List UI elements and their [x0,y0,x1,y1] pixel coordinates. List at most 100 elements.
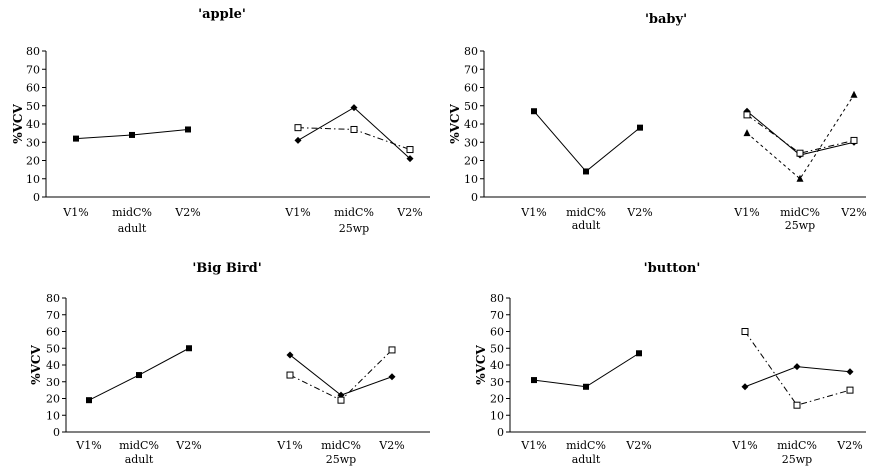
y-tick-label: 10 [490,409,504,422]
marker-filled-square [86,397,92,404]
y-tick-label: 80 [26,45,40,58]
y-tick-label: 20 [464,155,478,168]
marker-open-square [793,401,801,409]
x-tick-label: V1% [731,439,757,452]
series-line [746,110,855,156]
y-tick-label: 40 [490,359,504,372]
marker-filled-triangle [796,174,804,182]
marker-filled-diamond [350,104,358,112]
marker-open-square [741,328,749,335]
x-tick-label: V2% [836,439,862,452]
y-tick-label: 60 [46,326,60,339]
chart-panel: 'Big Bird' %VCV 0 10 20 30 40 50 60 70 80 V1% midC% V… [29,261,430,466]
marker-filled-square [129,131,135,138]
series-line [746,94,855,180]
marker-open-square [406,146,414,154]
marker-open-square [350,125,358,133]
marker-open-square [337,396,345,404]
marker-filled-square [636,350,642,357]
x-tick-label: V2% [626,206,652,219]
y-tick-label: 70 [46,309,60,322]
marker-filled-diamond [286,351,294,359]
y-tick-label: 0 [33,191,40,204]
group-label: 25wp [339,222,369,235]
y-tick-label: 60 [464,82,478,95]
y-tick-label: 30 [464,136,478,149]
marker-filled-diamond [741,383,749,391]
chart-panel: 'button' %VCV 0 10 20 30 40 50 60 70 80 V1% midC% V2%… [474,261,866,466]
y-tick-label: 80 [46,292,60,305]
y-tick-label: 0 [497,426,504,439]
chart-title: 'Big Bird' [192,261,261,276]
x-tick-label: midC% [566,439,606,452]
x-tick-label: V1% [733,206,759,219]
y-tick-label: 10 [26,173,40,186]
x-tick-label: V2% [175,439,201,452]
marker-open-square [796,149,804,157]
marker-open-square [743,111,751,119]
y-tick-label: 10 [46,409,60,422]
y-tick-label: 0 [471,191,478,204]
x-tick-label: V1% [75,439,101,452]
marker-filled-diamond [388,373,396,381]
y-tick-label: 40 [464,118,478,131]
y-tick-label: 50 [26,100,40,113]
chart-title: 'apple' [198,7,246,22]
x-tick-label: midC% [334,206,374,219]
y-axis-label: %VCV [448,104,462,144]
y-axis-label: %VCV [29,345,43,385]
marker-filled-triangle [850,90,858,98]
marker-open-square [388,346,396,354]
marker-open-square [286,371,294,379]
marker-filled-square [185,126,191,133]
x-tick-label: V1% [520,439,546,452]
x-tick-label: V1% [520,206,546,219]
marker-filled-triangle [743,129,751,137]
y-tick-label: 60 [26,82,40,95]
chart-title: 'button' [644,261,701,276]
y-tick-label: 20 [26,155,40,168]
y-tick-label: 20 [490,393,504,406]
chart-title: 'baby' [645,12,687,27]
x-tick-label: V1% [62,206,88,219]
x-tick-label: V2% [174,206,200,219]
marker-filled-diamond [406,155,414,163]
x-tick-label: V1% [284,206,310,219]
y-tick-label: 70 [490,309,504,322]
x-tick-label: midC% [321,439,361,452]
group-label: 25wp [782,453,812,466]
marker-filled-diamond [846,368,854,376]
series-line [744,366,851,388]
marker-filled-square [531,377,537,384]
x-tick-label: midC% [566,206,606,219]
chart-panel: 'baby' %VCV 0 10 20 30 40 50 60 70 80 V1% midC% V2% ad… [448,12,867,232]
x-tick-label: midC% [112,206,152,219]
y-tick-label: 80 [464,45,478,58]
marker-filled-square [583,383,589,390]
y-tick-label: 30 [490,376,504,389]
x-tick-label: V2% [625,439,651,452]
marker-filled-diamond [793,363,801,371]
y-tick-label: 50 [464,100,478,113]
y-tick-label: 50 [490,342,504,355]
series-line [289,354,393,396]
y-tick-label: 80 [490,292,504,305]
x-tick-label: V2% [396,206,422,219]
group-label: adult [118,222,147,235]
group-label: adult [125,453,154,466]
series-line [533,110,641,173]
y-tick-label: 70 [464,63,478,76]
marker-filled-square [73,135,79,142]
y-tick-label: 60 [490,326,504,339]
group-label: 25wp [785,219,815,232]
x-tick-label: midC% [119,439,159,452]
group-label: adult [572,453,601,466]
y-tick-label: 0 [53,426,60,439]
y-tick-label: 40 [26,118,40,131]
y-tick-label: 10 [464,173,478,186]
x-tick-label: V1% [276,439,302,452]
marker-filled-diamond [294,136,302,144]
x-tick-label: midC% [780,206,820,219]
y-tick-label: 30 [46,376,60,389]
